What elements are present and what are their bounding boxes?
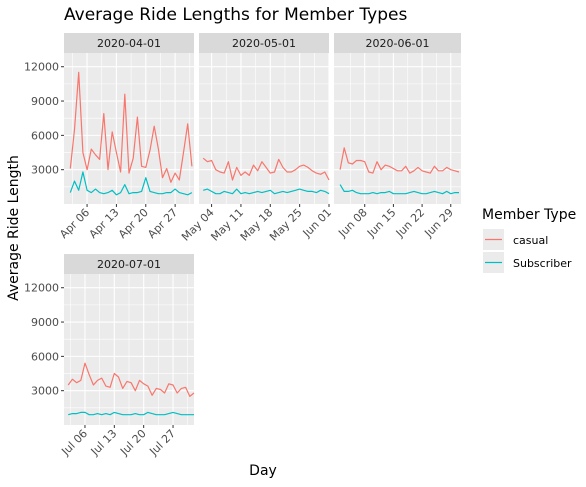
series-line-subscriber (203, 188, 330, 195)
legend-label: Subscriber (513, 257, 572, 270)
y-tick-label: 12000 (24, 282, 59, 295)
y-tick-label: 3000 (31, 385, 59, 398)
facet-strip-label: 2020-05-01 (232, 37, 296, 50)
y-axis-title: Average Ride Length (6, 155, 22, 301)
y-tick-label: 3000 (31, 164, 59, 177)
facet-strip (334, 33, 461, 53)
series-line-casual (202, 157, 330, 181)
panel-background (64, 53, 194, 204)
panel-background (199, 53, 329, 204)
legend-item-casual: casual (483, 229, 548, 250)
y-tick-label: 6000 (31, 129, 59, 142)
chart-title: Average Ride Lengths for Member Types (64, 5, 407, 25)
facet-strip (199, 33, 329, 53)
facet-strip-label: 2020-07-01 (97, 258, 161, 271)
facet-strip (64, 33, 194, 53)
series-line-casual (69, 71, 193, 183)
series-line-casual (339, 147, 460, 174)
series-line-casual (67, 362, 195, 397)
facet-strip (64, 254, 194, 274)
y-tick-label: 9000 (31, 95, 59, 108)
panel-background (334, 53, 461, 204)
legend-title: Member Type (482, 207, 576, 223)
legend-item-subscriber: Subscriber (483, 252, 572, 273)
legend: Member Type casual Subscriber (482, 207, 576, 273)
series-line-subscriber (339, 184, 459, 195)
y-tick-label: 6000 (31, 350, 59, 363)
legend-label: casual (513, 234, 548, 247)
y-tick-label: 12000 (24, 61, 59, 74)
x-axis-title: Day (249, 463, 277, 479)
series-line-subscriber (68, 411, 194, 416)
facet-strip-label: 2020-06-01 (366, 37, 430, 50)
y-tick-label: 9000 (31, 316, 59, 329)
series-line-subscriber (69, 171, 193, 196)
facet-strip-label: 2020-04-01 (97, 37, 161, 50)
